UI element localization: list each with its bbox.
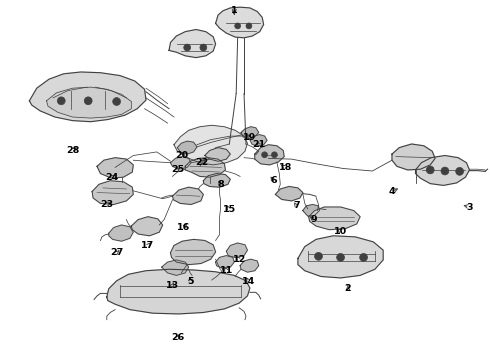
- Polygon shape: [29, 72, 146, 122]
- Polygon shape: [177, 141, 197, 154]
- Polygon shape: [216, 7, 264, 38]
- Text: 1: 1: [231, 6, 238, 15]
- Circle shape: [262, 152, 268, 158]
- Polygon shape: [205, 148, 230, 161]
- Polygon shape: [107, 269, 250, 314]
- Circle shape: [200, 44, 207, 51]
- Text: 6: 6: [270, 176, 277, 185]
- Circle shape: [184, 44, 191, 51]
- Polygon shape: [416, 156, 469, 185]
- Polygon shape: [97, 158, 133, 178]
- Text: 23: 23: [100, 200, 113, 209]
- Text: 18: 18: [278, 163, 292, 172]
- Text: 28: 28: [66, 146, 79, 155]
- Polygon shape: [92, 181, 133, 204]
- Polygon shape: [250, 135, 267, 146]
- Circle shape: [337, 253, 344, 261]
- Circle shape: [360, 253, 368, 261]
- Polygon shape: [185, 158, 225, 177]
- Circle shape: [315, 252, 322, 260]
- Polygon shape: [162, 260, 189, 275]
- Polygon shape: [171, 239, 216, 265]
- Polygon shape: [309, 207, 360, 230]
- Polygon shape: [47, 87, 131, 118]
- Text: 2: 2: [344, 284, 351, 293]
- Circle shape: [271, 152, 277, 158]
- Text: 11: 11: [220, 266, 233, 275]
- Text: 16: 16: [177, 223, 191, 232]
- Circle shape: [235, 23, 241, 29]
- Circle shape: [456, 167, 464, 175]
- Polygon shape: [241, 127, 259, 139]
- Text: 21: 21: [252, 140, 266, 149]
- Polygon shape: [203, 174, 230, 187]
- Text: 26: 26: [171, 333, 184, 342]
- Polygon shape: [303, 204, 319, 216]
- Polygon shape: [169, 30, 216, 58]
- Text: 10: 10: [334, 227, 347, 236]
- Text: 22: 22: [195, 158, 209, 167]
- Polygon shape: [298, 236, 383, 278]
- Text: 19: 19: [243, 133, 257, 142]
- Circle shape: [57, 97, 65, 105]
- Polygon shape: [392, 144, 435, 170]
- Text: 24: 24: [105, 173, 119, 182]
- Text: 7: 7: [293, 202, 300, 211]
- Text: 12: 12: [232, 256, 246, 264]
- Text: 8: 8: [217, 180, 224, 189]
- Polygon shape: [255, 145, 284, 165]
- Text: 5: 5: [187, 277, 194, 286]
- Circle shape: [426, 166, 434, 174]
- Text: 20: 20: [176, 151, 189, 160]
- Text: 9: 9: [310, 215, 317, 224]
- Circle shape: [246, 23, 252, 29]
- Text: 25: 25: [171, 166, 184, 175]
- Circle shape: [84, 97, 92, 105]
- Text: 14: 14: [242, 277, 256, 286]
- Text: 15: 15: [223, 205, 236, 214]
- Polygon shape: [275, 186, 303, 201]
- Polygon shape: [216, 256, 234, 269]
- Polygon shape: [226, 243, 247, 258]
- Circle shape: [113, 98, 121, 105]
- Text: 13: 13: [166, 281, 179, 289]
- Text: 4: 4: [389, 187, 395, 196]
- Polygon shape: [171, 157, 191, 169]
- Polygon shape: [131, 217, 163, 236]
- Polygon shape: [172, 187, 203, 204]
- Polygon shape: [109, 225, 133, 241]
- Polygon shape: [174, 125, 247, 165]
- Text: 17: 17: [141, 241, 155, 250]
- Text: 3: 3: [466, 202, 473, 212]
- Polygon shape: [240, 259, 259, 272]
- Text: 27: 27: [110, 248, 123, 257]
- Circle shape: [441, 167, 449, 175]
